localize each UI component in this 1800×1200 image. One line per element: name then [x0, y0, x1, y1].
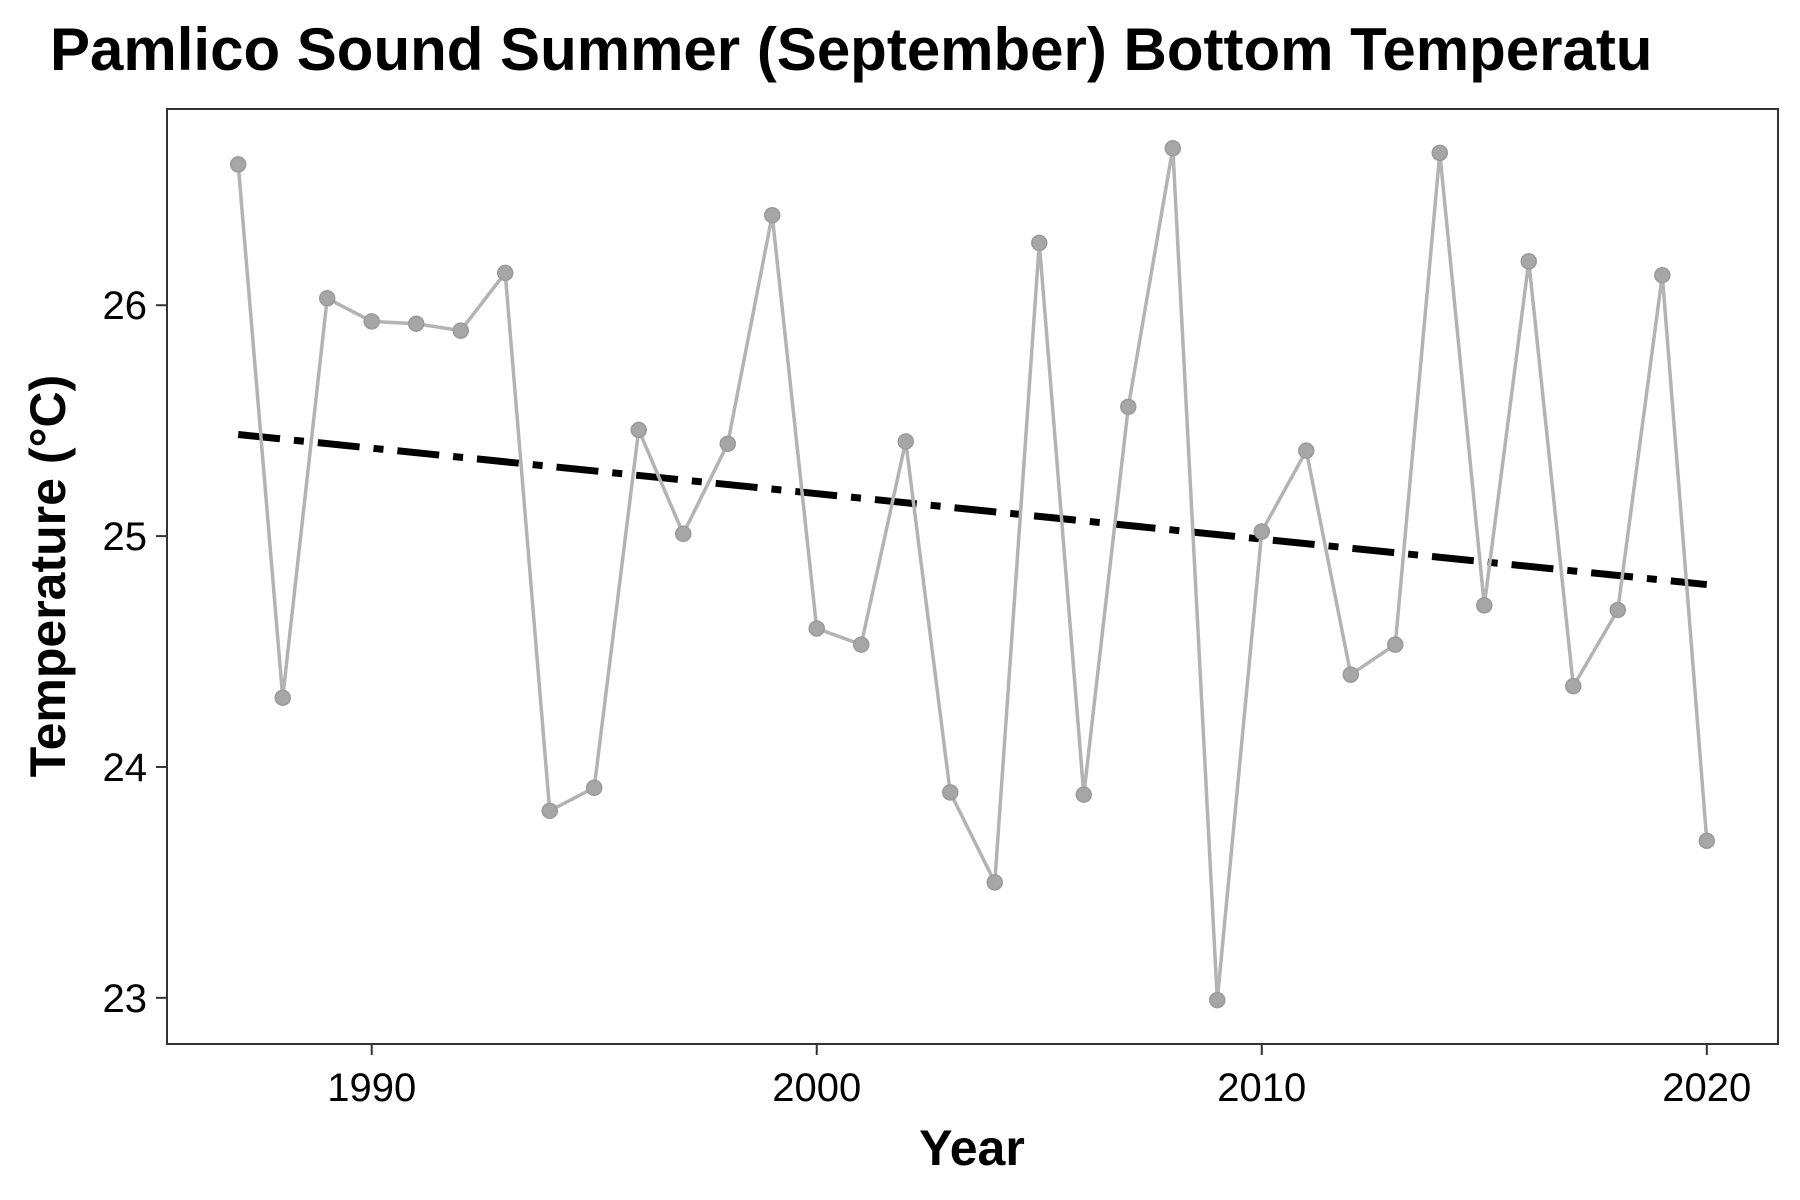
data-point [852, 636, 870, 653]
data-point [541, 802, 558, 820]
series-line [236, 146, 1709, 1002]
data-point [1120, 398, 1137, 416]
data-point [986, 874, 1004, 891]
y-tick-label: 25 [103, 515, 148, 559]
data-point [585, 779, 603, 796]
data-point [1609, 601, 1627, 619]
y-axis-title: Temperature (°C) [20, 375, 76, 777]
x-tick-label: 2000 [772, 1066, 861, 1110]
series-layer [229, 139, 1716, 1009]
data-point [941, 784, 959, 801]
data-point [719, 435, 736, 453]
data-point [363, 313, 380, 330]
data-point [496, 264, 514, 282]
data-point [1075, 786, 1093, 803]
data-point [1253, 523, 1271, 540]
y-tick-label: 26 [103, 284, 148, 328]
data-point [1565, 677, 1582, 695]
trend-layer [237, 431, 1708, 589]
data-point [407, 315, 425, 332]
data-point [897, 433, 914, 450]
data-point [1431, 144, 1449, 162]
data-point [1520, 253, 1538, 270]
data-point [763, 206, 781, 224]
x-tick-label: 1990 [327, 1066, 416, 1110]
data-point [1342, 666, 1360, 683]
data-point [318, 290, 336, 307]
data-point [1387, 636, 1404, 653]
data-point [1164, 139, 1182, 157]
x-axis: 1990 2000 2010 2020 [327, 1044, 1751, 1110]
data-point [452, 322, 469, 339]
x-tick-label: 2010 [1217, 1066, 1306, 1110]
data-point [229, 156, 247, 173]
x-tick-label: 2020 [1662, 1066, 1751, 1110]
data-point [274, 689, 291, 706]
data-point [1654, 266, 1671, 284]
data-point [674, 525, 692, 543]
x-axis-title: Year [919, 1120, 1025, 1176]
data-point [808, 620, 825, 637]
data-point [1476, 597, 1493, 614]
data-point [630, 421, 647, 439]
y-tick-label: 24 [103, 746, 148, 790]
data-point [1698, 832, 1716, 850]
trend-line [237, 431, 1708, 589]
y-axis: 23 24 25 26 [103, 284, 167, 1021]
y-tick-label: 23 [103, 977, 148, 1021]
plot-area [166, 108, 1779, 1045]
chart-title: Pamlico Sound Summer (September) Bottom … [50, 16, 1653, 83]
data-point [1209, 991, 1226, 1009]
data-point [1298, 442, 1315, 459]
data-point [1031, 234, 1048, 252]
